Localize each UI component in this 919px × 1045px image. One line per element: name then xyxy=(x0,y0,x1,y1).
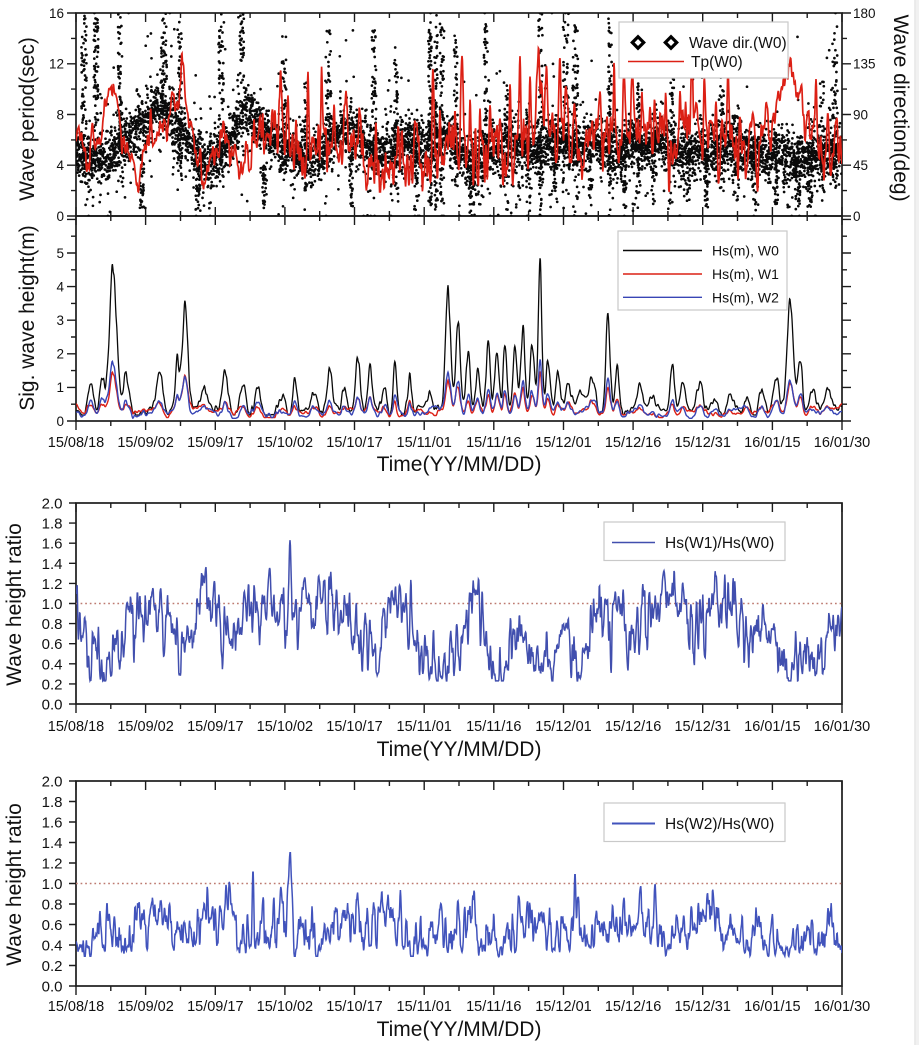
svg-text:Wave dir.(W0): Wave dir.(W0) xyxy=(689,35,787,52)
svg-text:0.8: 0.8 xyxy=(42,897,63,914)
svg-text:15/09/02: 15/09/02 xyxy=(117,999,173,1015)
svg-text:0.2: 0.2 xyxy=(42,958,63,975)
svg-text:90: 90 xyxy=(853,107,868,122)
svg-text:1.6: 1.6 xyxy=(42,536,63,553)
svg-text:1.8: 1.8 xyxy=(42,794,63,811)
svg-text:15/10/02: 15/10/02 xyxy=(257,435,313,451)
svg-text:4: 4 xyxy=(56,158,64,173)
svg-text:16/01/30: 16/01/30 xyxy=(814,719,870,735)
svg-text:15/12/16: 15/12/16 xyxy=(605,999,661,1015)
svg-text:2.0: 2.0 xyxy=(42,774,63,791)
svg-text:15/12/31: 15/12/31 xyxy=(674,719,730,735)
svg-text:15/11/01: 15/11/01 xyxy=(397,719,452,735)
svg-text:15/11/01: 15/11/01 xyxy=(397,435,452,451)
svg-text:1.0: 1.0 xyxy=(42,596,63,613)
svg-text:Hs(m), W1: Hs(m), W1 xyxy=(712,266,779,282)
svg-text:2: 2 xyxy=(56,347,64,362)
svg-text:4: 4 xyxy=(56,279,64,294)
svg-text:Time(YY/MM/DD): Time(YY/MM/DD) xyxy=(377,453,542,476)
svg-text:15/08/18: 15/08/18 xyxy=(48,719,104,735)
svg-text:Wave period(sec): Wave period(sec) xyxy=(16,37,39,201)
svg-text:15/09/02: 15/09/02 xyxy=(117,435,173,451)
svg-text:1.0: 1.0 xyxy=(42,876,63,893)
svg-text:15/12/16: 15/12/16 xyxy=(605,719,661,735)
svg-text:16/01/30: 16/01/30 xyxy=(814,435,870,451)
svg-text:Hs(m), W0: Hs(m), W0 xyxy=(712,243,779,259)
svg-text:1: 1 xyxy=(56,380,64,395)
svg-text:Wave height ratio: Wave height ratio xyxy=(3,523,26,686)
svg-text:Wave direction(deg): Wave direction(deg) xyxy=(889,14,912,201)
svg-text:1.4: 1.4 xyxy=(42,556,63,573)
svg-text:15/08/18: 15/08/18 xyxy=(48,999,104,1015)
svg-text:Hs(m), W2: Hs(m), W2 xyxy=(712,289,779,305)
svg-text:0.4: 0.4 xyxy=(42,656,63,673)
svg-text:16/01/15: 16/01/15 xyxy=(744,999,800,1015)
svg-text:135: 135 xyxy=(853,57,876,72)
svg-text:0: 0 xyxy=(853,209,861,224)
svg-text:8: 8 xyxy=(56,107,64,122)
svg-text:Hs(W2)/Hs(W0): Hs(W2)/Hs(W0) xyxy=(665,816,774,833)
svg-text:Sig. wave height(m): Sig. wave height(m) xyxy=(16,225,39,411)
svg-text:15/11/16: 15/11/16 xyxy=(466,999,521,1015)
svg-text:16/01/15: 16/01/15 xyxy=(744,719,800,735)
svg-text:15/10/17: 15/10/17 xyxy=(326,719,382,735)
svg-text:1.2: 1.2 xyxy=(42,856,63,873)
svg-text:15/10/02: 15/10/02 xyxy=(257,719,313,735)
svg-text:16/01/30: 16/01/30 xyxy=(814,999,870,1015)
svg-text:0.4: 0.4 xyxy=(42,938,63,955)
svg-text:0: 0 xyxy=(56,209,64,224)
svg-text:0.0: 0.0 xyxy=(42,697,63,714)
svg-text:15/11/16: 15/11/16 xyxy=(466,435,521,451)
svg-text:15/10/17: 15/10/17 xyxy=(326,435,382,451)
svg-text:2.0: 2.0 xyxy=(42,496,63,513)
svg-text:Time(YY/MM/DD): Time(YY/MM/DD) xyxy=(377,1018,542,1041)
svg-text:0.0: 0.0 xyxy=(42,979,63,996)
svg-text:0: 0 xyxy=(56,414,64,429)
svg-text:15/09/17: 15/09/17 xyxy=(187,999,243,1015)
svg-text:15/12/31: 15/12/31 xyxy=(674,999,730,1015)
svg-text:1.2: 1.2 xyxy=(42,576,63,593)
svg-text:0.8: 0.8 xyxy=(42,616,63,633)
svg-text:180: 180 xyxy=(853,6,876,21)
svg-text:15/11/01: 15/11/01 xyxy=(397,999,452,1015)
svg-text:1.6: 1.6 xyxy=(42,815,63,832)
svg-text:15/09/17: 15/09/17 xyxy=(187,435,243,451)
svg-text:15/12/01: 15/12/01 xyxy=(535,435,591,451)
svg-text:16/01/15: 16/01/15 xyxy=(744,435,800,451)
svg-text:15/08/18: 15/08/18 xyxy=(48,435,104,451)
svg-text:15/11/16: 15/11/16 xyxy=(466,719,521,735)
svg-text:0.6: 0.6 xyxy=(42,917,63,934)
svg-text:15/12/16: 15/12/16 xyxy=(605,435,661,451)
svg-text:0.6: 0.6 xyxy=(42,636,63,653)
svg-text:Wave height ratio: Wave height ratio xyxy=(3,803,26,966)
svg-text:45: 45 xyxy=(853,158,868,173)
svg-text:Tp(W0): Tp(W0) xyxy=(691,54,743,71)
svg-text:15/12/01: 15/12/01 xyxy=(535,719,591,735)
svg-text:15/10/17: 15/10/17 xyxy=(326,999,382,1015)
svg-text:0.2: 0.2 xyxy=(42,676,63,693)
svg-text:5: 5 xyxy=(56,246,64,261)
svg-text:15/10/02: 15/10/02 xyxy=(257,999,313,1015)
svg-text:15/09/02: 15/09/02 xyxy=(117,719,173,735)
svg-text:1.8: 1.8 xyxy=(42,516,63,533)
svg-text:15/09/17: 15/09/17 xyxy=(187,719,243,735)
svg-text:15/12/01: 15/12/01 xyxy=(535,999,591,1015)
svg-text:16: 16 xyxy=(49,6,64,21)
svg-text:Hs(W1)/Hs(W0): Hs(W1)/Hs(W0) xyxy=(665,535,774,552)
svg-text:12: 12 xyxy=(49,57,64,72)
svg-text:1.4: 1.4 xyxy=(42,835,63,852)
svg-text:15/12/31: 15/12/31 xyxy=(674,435,730,451)
svg-text:3: 3 xyxy=(56,313,64,328)
svg-text:Time(YY/MM/DD): Time(YY/MM/DD) xyxy=(377,738,542,761)
